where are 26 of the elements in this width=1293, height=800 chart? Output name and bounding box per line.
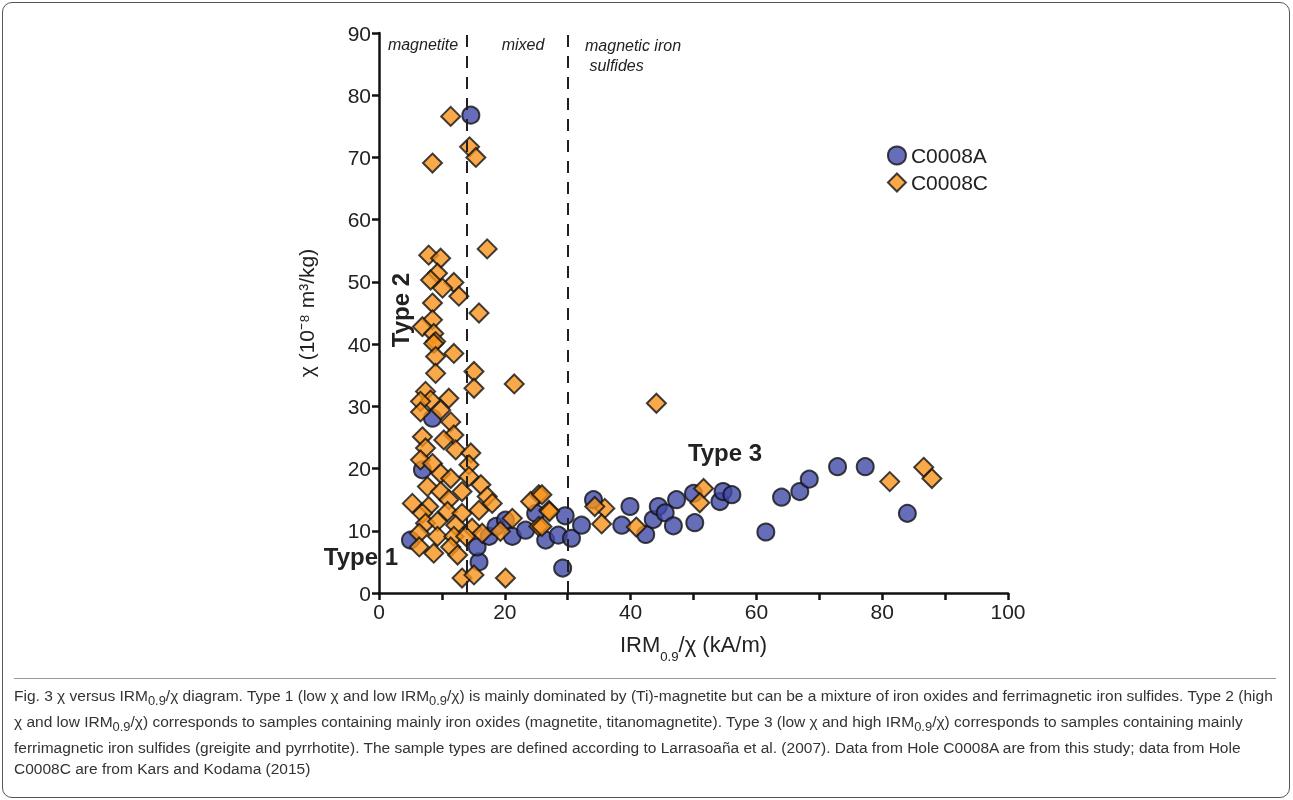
y-tick-label: 40 — [347, 332, 371, 356]
x-tick-label: 100 — [990, 600, 1026, 623]
y-tick-label: 50 — [347, 270, 371, 294]
y-tick-label: 30 — [347, 394, 371, 418]
annotation: magnetic iron sulfides — [585, 36, 682, 74]
legend-label: C0008A — [910, 144, 987, 167]
annotation: mixed — [501, 35, 546, 53]
x-tick-label: 60 — [744, 600, 769, 623]
x-tick-label: 80 — [870, 600, 894, 623]
text: Fig. 3 χ versus IRM$_{0.9}$/χ diagram. Type 1 (low χ and low IRM$_{0.9}$/χ) is mainly dominated by (Ti)-magnetite but can be a mixture of iron oxides and ferrimagnetic iron sulfides. Type 2 (high χ and low IRM$_{0.9}$/χ) corresponds to samples containing mainly iron oxides (magnetite, titanomagnetite). Type 3 (low χ and high IRM$_{0.9}$/χ) corresponds to samples containing mainly ferrimagnetic iron sulfides (greigite and pyrrhotite). The sample types are defined according to Larrasoaña et al. (2007). Data from Hole C0008A are from this study; data from Hole C0008C are from Kars and Kodama (2015) — [14, 687, 1273, 778]
y-tick-label: 0 — [359, 581, 371, 605]
x-tick-label: 20 — [493, 600, 517, 623]
y-tick-label: 60 — [347, 208, 371, 232]
annotation: Type 2 — [386, 272, 414, 348]
annotation: Type 3 — [687, 438, 763, 466]
y-tick-label: 70 — [347, 145, 371, 169]
y-tick-label: 20 — [347, 457, 371, 481]
y-axis-title: χ (10⁻⁸ m³/kg) — [295, 248, 318, 378]
y-tick-label: 10 — [347, 519, 371, 543]
annotation: magnetite — [387, 35, 459, 53]
x-tick-label: 0 — [373, 600, 385, 623]
y-tick-label: 80 — [347, 83, 371, 107]
y-tick-label: 90 — [347, 21, 371, 45]
x-tick-label: 40 — [618, 600, 643, 623]
annotation: Type 1 — [323, 542, 398, 570]
legend-label: C0008C — [910, 171, 989, 194]
